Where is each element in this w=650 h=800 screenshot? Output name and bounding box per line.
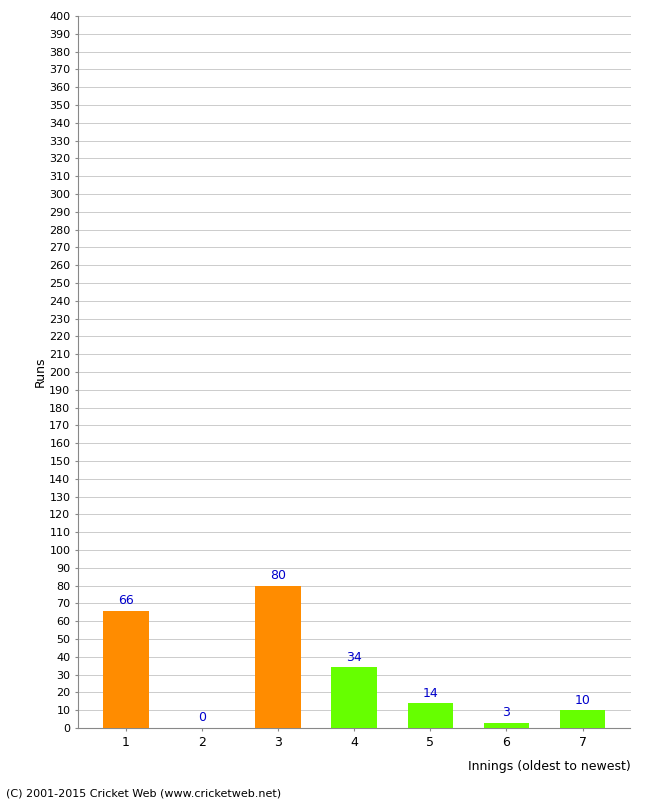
Text: (C) 2001-2015 Cricket Web (www.cricketweb.net): (C) 2001-2015 Cricket Web (www.cricketwe… (6, 788, 281, 798)
Bar (255, 586, 301, 728)
Text: 0: 0 (198, 711, 206, 725)
Bar (332, 667, 377, 728)
Y-axis label: Runs: Runs (33, 357, 46, 387)
Bar (484, 722, 529, 728)
Bar (408, 703, 453, 728)
Bar (560, 710, 605, 728)
Text: 14: 14 (422, 686, 438, 699)
Text: 80: 80 (270, 569, 286, 582)
Text: 10: 10 (575, 694, 590, 706)
Text: 66: 66 (118, 594, 134, 607)
Text: 34: 34 (346, 651, 362, 664)
Text: 3: 3 (502, 706, 510, 719)
Bar (103, 610, 149, 728)
Text: Innings (oldest to newest): Innings (oldest to newest) (468, 760, 630, 773)
